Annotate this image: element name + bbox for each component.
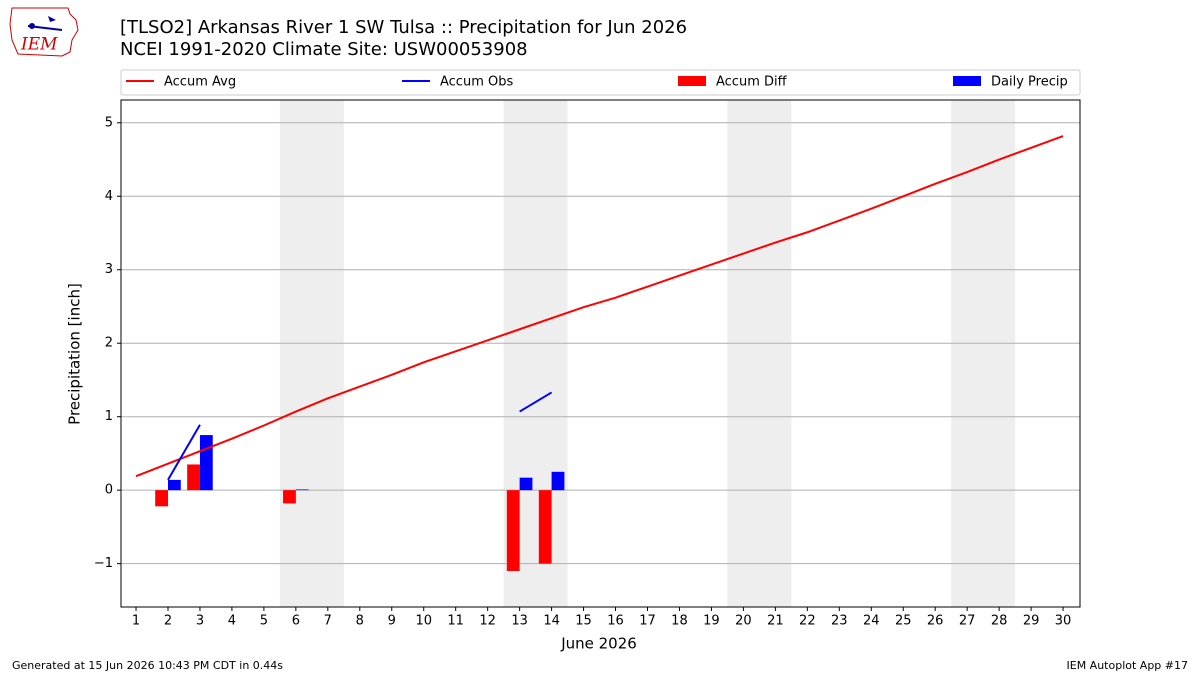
x-tick-label: 25 <box>895 614 912 629</box>
footer-right: IEM Autoplot App #17 <box>1067 659 1189 672</box>
x-tick-label: 2 <box>164 614 172 629</box>
x-tick-label: 12 <box>479 614 496 629</box>
y-tick-label: 5 <box>105 115 113 130</box>
x-tick-label: 4 <box>228 614 236 629</box>
y-tick-label: 2 <box>105 336 113 351</box>
bar <box>187 464 200 491</box>
bar <box>155 490 168 507</box>
x-tick-label: 13 <box>511 614 528 629</box>
x-tick-label: 16 <box>607 614 624 629</box>
x-tick-label: 6 <box>292 614 300 629</box>
bar <box>167 479 181 491</box>
x-tick-label: 20 <box>735 614 752 629</box>
footer-left: Generated at 15 Jun 2026 10:43 PM CDT in… <box>12 659 283 672</box>
x-tick-label: 19 <box>703 614 720 629</box>
weekend-shade <box>951 100 1016 607</box>
x-tick-label: 14 <box>543 614 560 629</box>
x-tick-label: 8 <box>356 614 364 629</box>
line <box>135 135 1064 478</box>
y-tick-label: 0 <box>105 483 113 498</box>
x-tick-label: 28 <box>991 614 1008 629</box>
y-tick-label: −1 <box>94 556 113 571</box>
x-tick-label: 29 <box>1023 614 1040 629</box>
x-tick-label: 10 <box>415 614 432 629</box>
x-tick-label: 23 <box>831 614 848 629</box>
weekend-shade <box>727 100 792 607</box>
x-tick-label: 11 <box>447 614 464 629</box>
x-tick-label: 21 <box>767 614 784 629</box>
chart-subtitle: NCEI 1991-2020 Climate Site: USW00053908 <box>120 39 528 60</box>
x-tick-label: 24 <box>863 614 880 629</box>
legend-swatch <box>678 76 706 86</box>
logo-icon <box>27 25 63 31</box>
x-tick-label: 30 <box>1055 614 1072 629</box>
x-tick-label: 26 <box>927 614 944 629</box>
legend-label: Daily Precip <box>991 75 1068 90</box>
legend-swatch <box>953 76 981 86</box>
x-tick-label: 22 <box>799 614 816 629</box>
x-tick-label: 17 <box>639 614 656 629</box>
logo-icon <box>48 16 56 22</box>
logo-outline <box>9 7 79 57</box>
x-tick-label: 27 <box>959 614 976 629</box>
logo-text: IEM <box>20 35 58 55</box>
x-tick-label: 9 <box>388 614 396 629</box>
bar <box>551 471 565 491</box>
bar <box>199 435 213 491</box>
x-tick-label: 7 <box>324 614 332 629</box>
plot-frame <box>120 99 1081 608</box>
logo: IEM <box>9 7 79 57</box>
legend-label: Accum Avg <box>164 75 236 90</box>
y-tick-label: 1 <box>105 409 113 424</box>
x-tick-label: 3 <box>196 614 204 629</box>
bar <box>506 490 520 571</box>
legend-box <box>120 69 1081 96</box>
bar <box>295 489 309 491</box>
x-axis-label: June 2026 <box>560 635 637 653</box>
legend-label: Accum Diff <box>716 75 788 90</box>
bar <box>519 477 533 491</box>
line <box>167 391 553 481</box>
y-axis-label: Precipitation [inch] <box>66 283 84 425</box>
bar <box>538 490 552 564</box>
x-tick-label: 18 <box>671 614 688 629</box>
y-tick-label: 4 <box>105 189 113 204</box>
x-tick-label: 1 <box>132 614 140 629</box>
x-tick-label: 5 <box>260 614 268 629</box>
x-tick-label: 15 <box>575 614 592 629</box>
legend-label: Accum Obs <box>440 75 513 90</box>
weekend-shade <box>279 100 344 607</box>
chart-title: [TLSO2] Arkansas River 1 SW Tulsa :: Pre… <box>120 17 687 38</box>
y-tick-label: 3 <box>105 262 113 277</box>
bar <box>283 490 296 504</box>
